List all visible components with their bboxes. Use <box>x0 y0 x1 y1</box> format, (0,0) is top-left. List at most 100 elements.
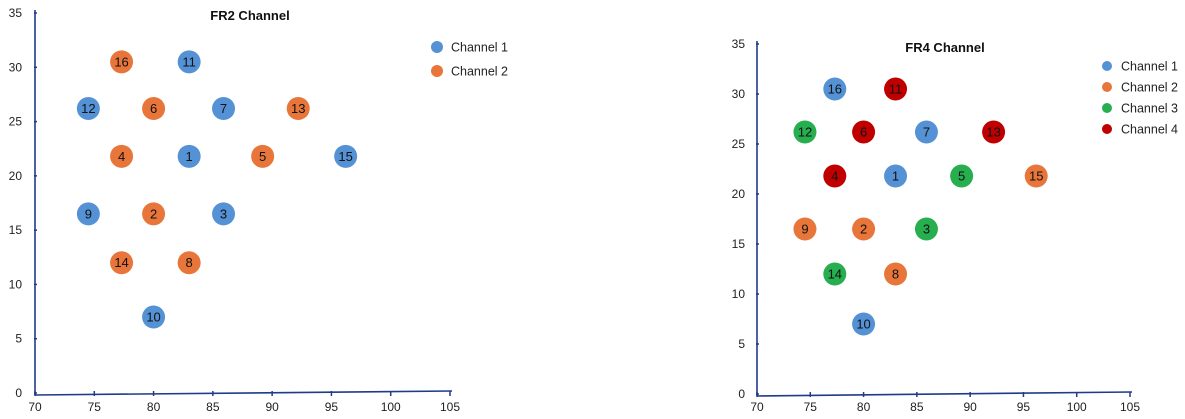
fr4-x-tick-label: 85 <box>910 400 924 414</box>
fr4-legend-item: Channel 2 <box>1102 81 1178 95</box>
fr2-point-marker <box>110 144 134 168</box>
fr2-x-tick-label: 90 <box>265 400 279 414</box>
fr2-y-tick-label: 35 <box>9 6 23 20</box>
fr2-x-tick-label: 80 <box>147 400 161 414</box>
fr4-point-label: 10 <box>856 317 870 332</box>
fr2-point: 7 <box>212 97 236 121</box>
fr4-legend-swatch <box>1102 103 1112 113</box>
fr4-x-tick-label: 75 <box>804 400 818 414</box>
fr2-point: 5 <box>251 144 275 168</box>
fr4-point-label: 8 <box>892 267 899 282</box>
fr4-legend-item: Channel 4 <box>1102 123 1178 137</box>
fr4-title: FR4 Channel <box>905 40 984 55</box>
fr2-legend-swatch <box>431 65 443 77</box>
fr4-point: 7 <box>914 120 938 144</box>
fr4-point-label: 1 <box>892 169 899 184</box>
fr2-point: 2 <box>142 202 166 226</box>
fr4-legend: Channel 1 Channel 2 Channel 3 Channel 4 <box>1102 60 1178 137</box>
fr2-legend-item: Channel 2 <box>431 65 508 79</box>
fr4-point: 1 <box>884 164 908 188</box>
fr4-y-tick-label: 0 <box>738 387 745 401</box>
fr4-point-marker <box>914 217 938 241</box>
fr2-point-marker <box>177 251 201 275</box>
fr4-point-marker <box>884 164 908 188</box>
fr2-point-label: 13 <box>291 101 305 116</box>
fr2-point: 4 <box>110 144 134 168</box>
fr4-y-tick-label: 10 <box>732 287 746 301</box>
fr4-point-label: 4 <box>831 169 838 184</box>
fr2-y-tick-label: 15 <box>9 223 23 237</box>
fr2-point-label: 2 <box>150 206 157 221</box>
fr2-axes <box>34 10 453 396</box>
fr4-point: 12 <box>793 120 817 144</box>
fr4-point-marker <box>982 120 1006 144</box>
fr4-point: 6 <box>852 120 876 144</box>
fr2-point-marker <box>76 202 100 226</box>
fr4-legend-swatch <box>1102 61 1112 71</box>
fr2-point-marker <box>286 97 310 121</box>
fr4-point-marker <box>823 164 847 188</box>
fr2-y-tick-label: 20 <box>9 169 23 183</box>
fr2-point-label: 1 <box>186 149 193 164</box>
fr4-point: 5 <box>950 164 974 188</box>
fr2-legend-label: Channel 1 <box>451 41 508 55</box>
fr4-y-tick-label: 15 <box>732 237 746 251</box>
fr4-legend-swatch <box>1102 82 1112 92</box>
fr2-point: 11 <box>177 50 201 74</box>
fr2-x-tick-label: 85 <box>206 400 220 414</box>
fr2-point: 13 <box>286 97 310 121</box>
fr4-point-marker <box>793 120 817 144</box>
fr2-point-label: 16 <box>114 54 128 69</box>
fr2-point-label: 8 <box>186 255 193 270</box>
fr2-point-label: 9 <box>85 206 92 221</box>
fr2-point-marker <box>251 144 275 168</box>
fr2-point: 9 <box>76 202 100 226</box>
fr2-x-tick-label: 70 <box>28 400 42 414</box>
fr2-x-axis <box>34 390 453 396</box>
fr4-y-tick-label: 5 <box>738 337 745 351</box>
fr4-legend-swatch <box>1102 124 1112 134</box>
fr4-point-label: 13 <box>986 125 1000 140</box>
fr2-point: 15 <box>334 144 358 168</box>
fr4-legend-label: Channel 2 <box>1121 81 1178 95</box>
fr2-point: 12 <box>76 97 100 121</box>
fr4-point-label: 9 <box>801 222 808 237</box>
fr2-y-tick-label: 0 <box>15 386 22 400</box>
fr4-point-label: 2 <box>860 222 867 237</box>
fr4-point-label: 12 <box>798 125 812 140</box>
fr4-point: 2 <box>852 217 876 241</box>
fr4-point: 4 <box>823 164 847 188</box>
fr2-point-label: 15 <box>338 149 352 164</box>
fr2-x-tick-label: 75 <box>88 400 102 414</box>
fr2-y-tick-label: 25 <box>9 115 23 129</box>
fr2-point: 14 <box>110 251 134 275</box>
fr2-point-marker <box>110 251 134 275</box>
fr2-point-label: 12 <box>81 101 95 116</box>
fr2-point-marker <box>212 202 236 226</box>
fr2-point: 8 <box>177 251 201 275</box>
fr4-point-label: 16 <box>828 82 842 97</box>
fr4-point-label: 6 <box>860 125 867 140</box>
fr2-legend-item: Channel 1 <box>431 41 508 55</box>
fr2-point: 10 <box>142 305 166 329</box>
fr4-point: 10 <box>852 312 876 336</box>
fr4-point: 8 <box>884 262 908 286</box>
fr2-y-tick-label: 10 <box>9 277 23 291</box>
fr4-y-tick-label: 35 <box>732 37 746 51</box>
fr4-point-label: 11 <box>889 82 903 97</box>
fr2-y-tick-label: 30 <box>9 60 23 74</box>
fr4-point: 14 <box>823 262 847 286</box>
fr2-point-marker <box>142 202 166 226</box>
fr4-point-label: 5 <box>958 169 965 184</box>
fr4-y-tick-label: 20 <box>732 187 746 201</box>
fr4-point-label: 14 <box>828 267 842 282</box>
fr4-y-tick-label: 30 <box>732 87 746 101</box>
fr4-point: 13 <box>982 120 1006 144</box>
fr2-point: 6 <box>142 97 166 121</box>
fr2-point-marker <box>110 50 134 74</box>
